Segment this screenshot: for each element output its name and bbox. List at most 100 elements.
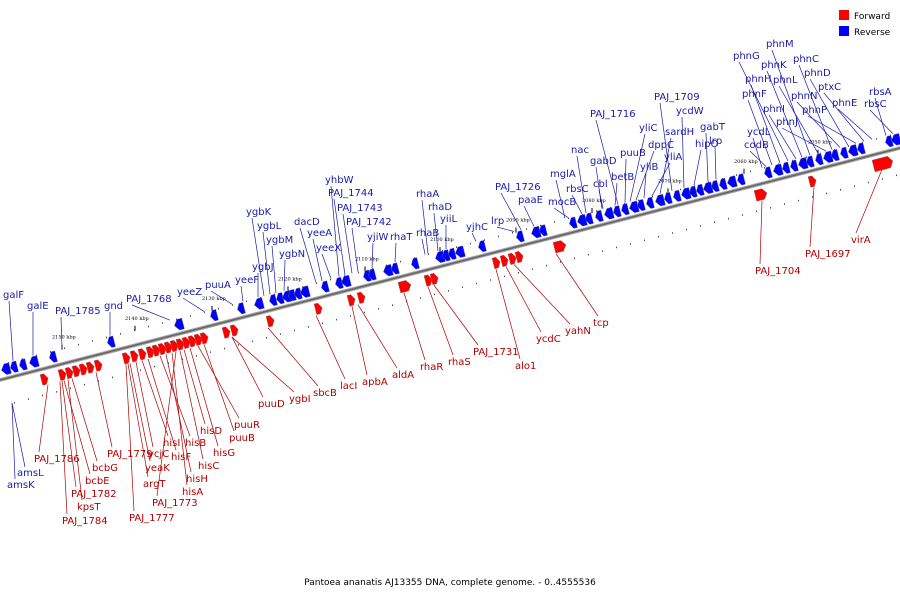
reverse-gene-label: gnd [104, 301, 123, 312]
forward-gene-label: rhaR [420, 362, 443, 373]
reverse-gene-label: PAJ_1768 [126, 294, 172, 305]
reverse-leader-line [781, 127, 827, 152]
reverse-gene-arrow [711, 179, 720, 193]
scale-dot [868, 181, 869, 184]
forward-gene-label: alo1 [515, 361, 536, 372]
forward-gene-arrow [129, 350, 139, 363]
reverse-leader-line [576, 155, 587, 213]
scale-dot [56, 391, 57, 393]
scale-dot [400, 260, 401, 263]
forward-gene-label: PAJ_1697 [805, 249, 851, 260]
reverse-leader-line [11, 402, 26, 468]
reverse-leader-line [240, 285, 244, 302]
reverse-gene-label: yeeX [316, 243, 341, 254]
forward-gene-arrow [429, 272, 439, 286]
reverse-gene-label: gabD [590, 156, 617, 167]
legend-reverse-swatch [839, 26, 849, 36]
forward-leader-line [555, 253, 599, 317]
scale-tick-label: 2140 kbp [125, 316, 149, 322]
scale-dot [168, 362, 169, 364]
forward-gene-label: PAJ_1784 [62, 516, 108, 527]
forward-gene-label: PAJ_1779 [107, 449, 153, 460]
reverse-leader-line [312, 238, 323, 282]
reverse-leader-line [635, 150, 655, 201]
forward-leader-line [183, 349, 206, 425]
forward-gene-arrow [64, 367, 74, 380]
scale-dot [316, 282, 317, 285]
reverse-leader-line [778, 85, 819, 154]
scale-tick-label: 2100 kbp [430, 237, 454, 243]
reverse-gene-label: ycdW [676, 106, 704, 117]
forward-leader-line [141, 360, 169, 437]
reverse-gene-arrow [848, 144, 859, 157]
reverse-gene-label: rhaT [390, 232, 413, 243]
scale-dot [336, 318, 337, 321]
forward-gene-arrow [397, 280, 412, 294]
reverse-leader-line [421, 199, 429, 254]
forward-leader-line [147, 358, 177, 451]
legend-forward-label: Forward [854, 12, 890, 22]
forward-gene-label: PAJ_1782 [71, 489, 117, 500]
forward-gene-label: hisG [213, 448, 235, 459]
reverse-leader-line [768, 114, 797, 159]
forward-leader-line [433, 284, 479, 346]
scale-dot [540, 224, 541, 227]
genome-caption: Pantoea ananatis AJ13355 DNA, complete g… [304, 578, 596, 588]
scale-dot [176, 318, 177, 321]
scale-dot [70, 387, 71, 390]
scale-dot [232, 304, 233, 306]
reverse-gene-label: dppC [648, 140, 674, 151]
scale-dot [686, 228, 687, 231]
reverse-gene-arrow [49, 350, 58, 363]
reverse-leader-line [796, 101, 841, 148]
forward-gene-arrow [39, 373, 49, 386]
forward-gene-arrow [145, 346, 155, 359]
reverse-gene-label: PAJ_1785 [55, 306, 101, 317]
forward-leader-line [495, 269, 521, 360]
reverse-gene-arrow [727, 175, 738, 188]
reverse-gene-arrow [411, 257, 420, 270]
forward-gene-arrow [85, 361, 95, 374]
reverse-gene-label: PAJ_1716 [590, 109, 636, 120]
scale-dot [490, 279, 491, 281]
reverse-gene-arrow [368, 268, 377, 281]
reverse-leader-line [251, 217, 265, 296]
reverse-leader-line [714, 146, 717, 180]
reverse-gene-arrow [831, 149, 840, 162]
scale-dot [764, 167, 765, 169]
scale-dot [456, 246, 457, 248]
scale-dot [504, 275, 505, 278]
reverse-leader-line [681, 116, 685, 188]
forward-leader-line [63, 380, 91, 475]
reverse-gene-label: phnC [793, 54, 819, 65]
scale-dot [148, 325, 149, 328]
reverse-leader-line [496, 226, 515, 232]
scale-dot [736, 174, 737, 176]
forward-leader-line [127, 363, 149, 478]
reverse-gene-label: rhaA [416, 189, 439, 200]
reverse-gene-label: cbl [593, 179, 608, 190]
scale-dot [568, 217, 569, 220]
scale-dot [280, 333, 281, 335]
scale-dot [364, 311, 365, 314]
legend: Forward Reverse [839, 10, 891, 38]
forward-leader-line [351, 306, 368, 376]
reverse-gene-arrow [840, 146, 849, 159]
reverse-gene-label: sardH [665, 127, 694, 138]
reverse-leader-line [659, 137, 672, 194]
forward-gene-arrow [175, 338, 185, 351]
forward-gene-label: sbcB [313, 388, 337, 399]
scale-dot [434, 293, 435, 296]
forward-gene-label: puuB [229, 433, 255, 444]
reverse-gene-arrow [585, 212, 594, 225]
forward-leader-line [71, 378, 98, 462]
scale-dot [812, 196, 813, 198]
reverse-leader-line [693, 149, 702, 186]
forward-gene-label: hisA [182, 487, 203, 498]
forward-leader-line [315, 315, 346, 380]
scale-dot [154, 365, 155, 368]
scale-dot [64, 347, 65, 350]
reverse-gene-label: PAJ_1709 [654, 92, 700, 103]
scale-dot [574, 257, 575, 260]
forward-leader-line [59, 381, 68, 515]
